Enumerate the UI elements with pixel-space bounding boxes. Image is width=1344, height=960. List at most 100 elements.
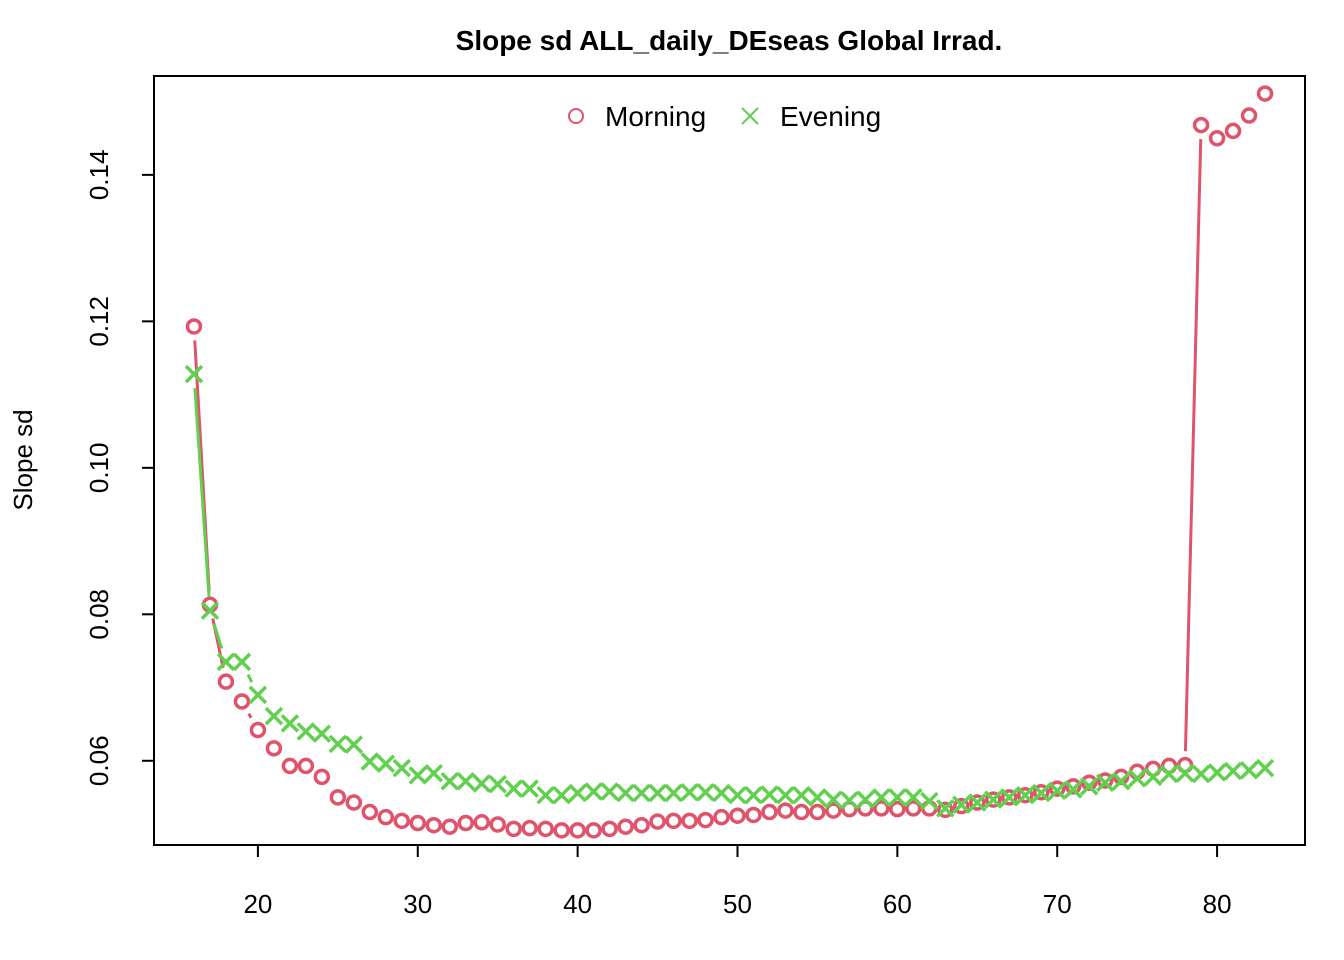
evening-point (1239, 761, 1259, 780)
evening-point (328, 734, 348, 754)
morning-point (505, 820, 522, 838)
morning-point (489, 816, 506, 833)
evening-point (1095, 773, 1115, 792)
legend: Morning Evening (568, 101, 881, 132)
morning-point (761, 803, 778, 821)
morning-point (937, 801, 954, 819)
evening-point (824, 790, 843, 809)
evening-point (808, 788, 827, 807)
morning-point (633, 816, 650, 834)
morning-point (681, 812, 698, 830)
morning-point (297, 757, 315, 775)
morning-point (1256, 85, 1274, 102)
evening-point (1063, 780, 1083, 799)
x-tick-label: 40 (563, 889, 592, 919)
morning-point (425, 816, 443, 834)
morning-segment (1183, 139, 1203, 752)
legend-morning-label: Morning (605, 101, 706, 132)
morning-point (553, 822, 570, 839)
y-tick-label: 0.12 (84, 296, 114, 347)
evening-point (184, 364, 204, 384)
morning-point (745, 806, 762, 824)
evening-point (696, 783, 715, 802)
evening-point (888, 788, 907, 807)
evening-point (1000, 788, 1019, 807)
evening-point (680, 783, 699, 802)
legend-evening-label: Evening (780, 101, 881, 132)
evening-point (840, 791, 859, 810)
evening-point (760, 785, 779, 804)
morning-point (649, 813, 666, 830)
morning-point (969, 794, 986, 811)
evening-point (776, 785, 795, 805)
evening-point (264, 706, 284, 726)
x-tick-label: 80 (1203, 889, 1232, 919)
evening-segment (246, 673, 254, 683)
morning-point (393, 812, 411, 830)
morning-point (1048, 780, 1066, 797)
morning-point (409, 814, 427, 832)
morning-point (329, 789, 347, 806)
morning-point (377, 808, 395, 826)
evening-point (1047, 781, 1067, 801)
morning-point (1096, 772, 1114, 789)
evening-point (424, 763, 443, 783)
evening-point (1143, 767, 1163, 787)
evening-point (1175, 763, 1195, 783)
morning-point (713, 808, 730, 826)
evening-point (312, 724, 332, 743)
morning-point (217, 673, 235, 690)
evening-segment (193, 387, 211, 597)
morning-point (249, 721, 267, 739)
morning-point (665, 812, 682, 830)
evening-point (536, 785, 555, 805)
evening-point (744, 785, 763, 805)
evening-point (664, 783, 683, 803)
evening-point (472, 774, 491, 793)
evening-point (616, 783, 635, 803)
morning-point (537, 820, 554, 838)
evening-point (1159, 764, 1179, 784)
evening-point (376, 754, 396, 773)
chart-title: Slope sd ALL_daily_DEseas Global Irrad. (456, 25, 1003, 56)
evening-point (904, 788, 923, 807)
evening-point (584, 782, 603, 801)
evening-point (360, 752, 380, 771)
evening-point (856, 790, 875, 809)
evening-point (296, 722, 316, 741)
evening-point (952, 795, 971, 814)
evening-point (216, 652, 236, 672)
morning-point (585, 822, 602, 839)
evening-point (632, 783, 651, 803)
morning-point (1240, 107, 1258, 124)
morning-point (1080, 774, 1098, 791)
evening-point (872, 788, 891, 807)
evening-point (968, 793, 987, 812)
evening-point (792, 785, 811, 805)
y-axis-title: Slope sd (8, 409, 38, 510)
x-tick-label: 30 (403, 889, 432, 919)
morning-point (729, 807, 746, 824)
morning-point (281, 757, 299, 775)
evening-point (456, 772, 475, 791)
morning-point (1016, 786, 1034, 804)
morning-point (569, 822, 586, 839)
y-tick-label: 0.08 (84, 589, 114, 640)
morning-point (345, 794, 363, 811)
morning-point (361, 803, 379, 821)
morning-point (1208, 130, 1226, 147)
evening-point (1255, 758, 1275, 778)
evening-point (280, 714, 300, 733)
morning-point (313, 768, 331, 786)
legend-morning-marker (568, 108, 584, 124)
x-tick-label: 50 (723, 889, 752, 919)
evening-point (1223, 761, 1243, 781)
evening-point (728, 785, 747, 805)
evening-point (1191, 764, 1211, 784)
y-tick-label: 0.06 (84, 735, 114, 786)
evening-point (232, 652, 252, 672)
evening-point (568, 783, 587, 803)
morning-point (777, 802, 794, 819)
evening-point (712, 783, 731, 803)
